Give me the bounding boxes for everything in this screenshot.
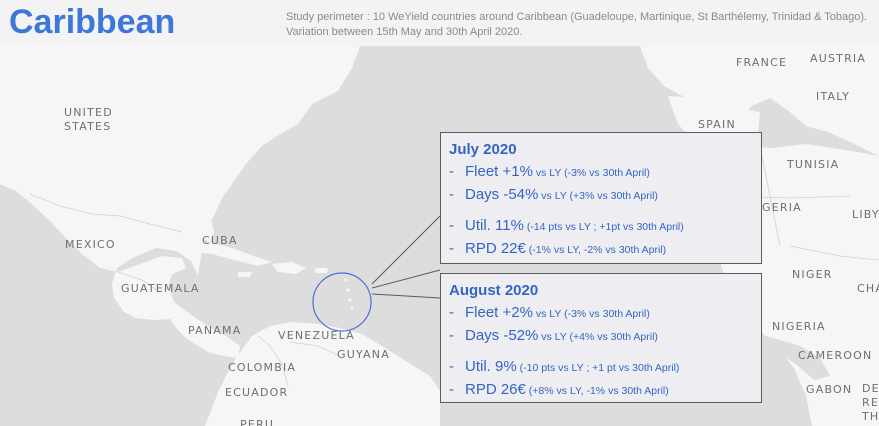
label-drc-3: TH — [862, 410, 879, 423]
july-util-value: Util. 11% — [465, 217, 524, 234]
label-nigeria: NIGERIA — [772, 320, 826, 333]
august-util-value: Util. 9% — [465, 358, 517, 375]
puerto-rico-land — [315, 268, 328, 273]
august-days-value: Days -52% — [465, 327, 539, 344]
north-america-land — [0, 46, 360, 358]
gulf-of-guinea-water — [760, 334, 830, 380]
label-gabon: GABON — [806, 383, 853, 396]
study-description: Study perimeter : 10 WeYield countries a… — [286, 11, 868, 38]
august-rpd-note: (+8% vs LY, -1% vs 30th April) — [525, 385, 669, 397]
august-fleet-note: vs LY (-3% vs 30th April) — [532, 308, 650, 320]
label-panama: PANAMA — [188, 324, 242, 337]
july-fleet-value: Fleet +1% — [465, 163, 533, 180]
august-util-note: (-10 pts vs LY ; +1 pt vs 30th April) — [516, 362, 680, 374]
july-days-row: - Days -54% vs LY (+3% vs 30th April) — [449, 186, 658, 203]
august-title: August 2020 — [449, 282, 539, 299]
august-util-row: - Util. 9% (-10 pts vs LY ; +1 pt vs 30th… — [449, 358, 680, 375]
label-tunisia: TUNISIA — [787, 158, 840, 171]
europe-land — [640, 46, 879, 156]
florida-land — [188, 202, 214, 244]
italy-land — [808, 98, 858, 142]
header-bar: Caribbean Study perimeter : 10 WeYield c… — [0, 0, 879, 46]
july-2020-callout: July 2020 - Fleet +1% vs LY (-3% vs 30th … — [440, 132, 762, 264]
august-fleet-row: - Fleet +2% vs LY (-3% vs 30th April) — [449, 304, 650, 321]
hispaniola-land — [272, 262, 306, 274]
label-algeria: GERIA — [762, 201, 802, 214]
label-spain: SPAIN — [698, 118, 736, 131]
label-drc-1: DE — [862, 382, 879, 395]
label-niger: NIGER — [792, 268, 833, 281]
label-drc-2: RE — [862, 396, 879, 409]
label-mexico: MEXICO — [65, 238, 116, 251]
label-cuba: CUBA — [202, 234, 238, 247]
august-days-row: - Days -52% vs LY (+4% vs 30th April) — [449, 327, 658, 344]
jamaica-land — [238, 272, 252, 277]
july-days-note: vs LY (+3% vs 30th April) — [538, 190, 658, 202]
label-colombia: COLOMBIA — [228, 361, 297, 374]
july-callout-line-bottom — [371, 269, 441, 289]
july-title: July 2020 — [449, 141, 517, 158]
label-italy: ITALY — [816, 90, 851, 103]
label-peru: PERU — [240, 418, 275, 426]
label-venezuela: VENEZUELA — [278, 329, 355, 342]
august-2020-callout: August 2020 - Fleet +2% vs LY (-3% vs 30t… — [440, 273, 762, 403]
label-austria: AUSTRIA — [810, 52, 867, 65]
label-france: FRANCE — [736, 56, 788, 69]
july-fleet-note: vs LY (-3% vs 30th April) — [532, 167, 650, 179]
july-callout-line-top — [371, 215, 441, 285]
august-callout-line — [371, 293, 441, 299]
label-united-states-2: STATES — [64, 120, 112, 133]
july-util-row: - Util. 11% (-14 pts vs LY ; +1pt vs 30th… — [449, 217, 684, 234]
july-days-value: Days -54% — [465, 186, 539, 203]
label-cameroon: CAMEROON — [798, 349, 873, 362]
south-america-land — [205, 322, 440, 426]
august-rpd-row: - RPD 26€ (+8% vs LY, -1% vs 30th April) — [449, 381, 669, 398]
cuba-land — [190, 243, 272, 266]
july-fleet-row: - Fleet +1% vs LY (-3% vs 30th April) — [449, 163, 650, 180]
august-days-note: vs LY (+4% vs 30th April) — [538, 331, 658, 343]
label-chad: CHA — [857, 282, 879, 295]
july-util-note: (-14 pts vs LY ; +1pt vs 30th April) — [523, 221, 684, 233]
label-libya: LIBY — [852, 208, 879, 221]
label-united-states-1: UNITED — [64, 106, 113, 119]
august-fleet-value: Fleet +2% — [465, 304, 533, 321]
label-guyana: GUYANA — [337, 348, 390, 361]
caribbean-focus-circle — [312, 272, 372, 332]
july-rpd-value: RPD 22€ — [465, 240, 526, 257]
july-rpd-note: (-1% vs LY, -2% vs 30th April) — [525, 244, 667, 256]
label-ecuador: ECUADOR — [225, 386, 289, 399]
august-rpd-value: RPD 26€ — [465, 381, 526, 398]
label-guatemala: GUATEMALA — [121, 282, 200, 295]
iberia-land — [668, 96, 760, 142]
july-rpd-row: - RPD 22€ (-1% vs LY, -2% vs 30th April) — [449, 240, 667, 257]
page-title: Caribbean — [9, 3, 176, 41]
map[interactable]: UNITED STATES MEXICO CUBA GUATEMALA PANA… — [0, 46, 879, 426]
